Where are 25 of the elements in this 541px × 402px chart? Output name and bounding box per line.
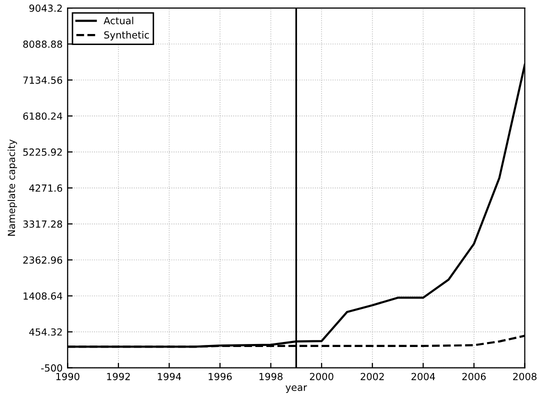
y-tick-label: 3317.28 [23,220,62,228]
y-tick-label: 2362.96 [23,256,62,264]
y-tick-label: 8088.88 [23,40,62,48]
x-tick-label: 2002 [360,372,384,380]
y-tick-label: 1408.64 [24,292,62,300]
y-tick-label: 4271.6 [29,184,62,192]
y-tick-label: 7134.56 [23,76,62,84]
y-tick-label: -500 [41,364,62,372]
x-tick-label: 1998 [259,372,283,380]
x-tick-label: 2004 [412,372,436,380]
x-tick-label: 1996 [208,372,232,380]
x-tick-label: 2000 [310,372,334,380]
y-axis-title: Nameplate capacity [8,140,18,236]
y-tick-label: 6180.24 [23,112,62,120]
x-tick-label: 2008 [513,372,536,380]
y-tick-label: 9043.2 [29,4,62,12]
x-tick-label: 1990 [56,372,80,380]
x-tick-label: 2006 [462,372,486,380]
x-tick-label: 1994 [158,372,182,380]
x-tick-label: 1992 [107,372,130,380]
legend-label: Actual [104,16,134,24]
y-tick-label: 5225.92 [23,148,62,156]
x-axis-title: year [286,385,308,393]
y-tick-label: 454.32 [29,328,62,336]
legend-label: Synthetic [104,31,149,40]
